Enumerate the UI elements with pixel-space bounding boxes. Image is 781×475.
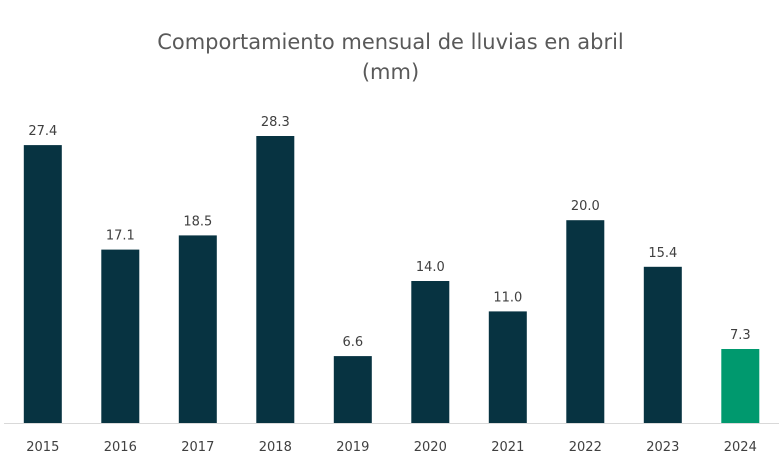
bar-2019: [333, 356, 372, 423]
x-tick-label-2015: 2015: [26, 440, 59, 455]
x-tick-label-2018: 2018: [259, 440, 292, 455]
x-tick-label-2016: 2016: [104, 440, 137, 455]
bar-2016: [101, 249, 140, 423]
bar-2017: [178, 235, 217, 423]
bar-2022: [566, 220, 605, 423]
x-tick-label-2022: 2022: [569, 440, 602, 455]
data-label-2023: 15.4: [648, 246, 677, 261]
data-label-2015: 27.4: [28, 124, 57, 139]
data-label-2024: 7.3: [730, 328, 751, 343]
bar-2020: [411, 281, 450, 423]
data-label-2016: 17.1: [106, 229, 135, 244]
bar-2021: [488, 311, 527, 423]
chart-subtitle: (mm): [361, 60, 420, 84]
data-label-2021: 11.0: [493, 290, 522, 305]
x-tick-label-2024: 2024: [724, 440, 757, 455]
x-tick-label-2020: 2020: [414, 440, 447, 455]
x-tick-label-2023: 2023: [646, 440, 679, 455]
data-label-2020: 14.0: [416, 260, 445, 275]
bar-2015: [23, 145, 62, 423]
data-label-2017: 18.5: [183, 214, 212, 229]
chart-title: Comportamiento mensual de lluvias en abr…: [157, 30, 624, 54]
x-tick-label-2021: 2021: [491, 440, 524, 455]
data-label-2019: 6.6: [342, 335, 363, 350]
data-label-2022: 20.0: [571, 199, 600, 214]
x-tick-label-2017: 2017: [181, 440, 214, 455]
data-label-2018: 28.3: [261, 115, 290, 130]
bar-2024: [721, 349, 760, 423]
x-tick-label-2019: 2019: [336, 440, 369, 455]
bar-2023: [643, 266, 682, 423]
bar-2018: [256, 136, 295, 423]
